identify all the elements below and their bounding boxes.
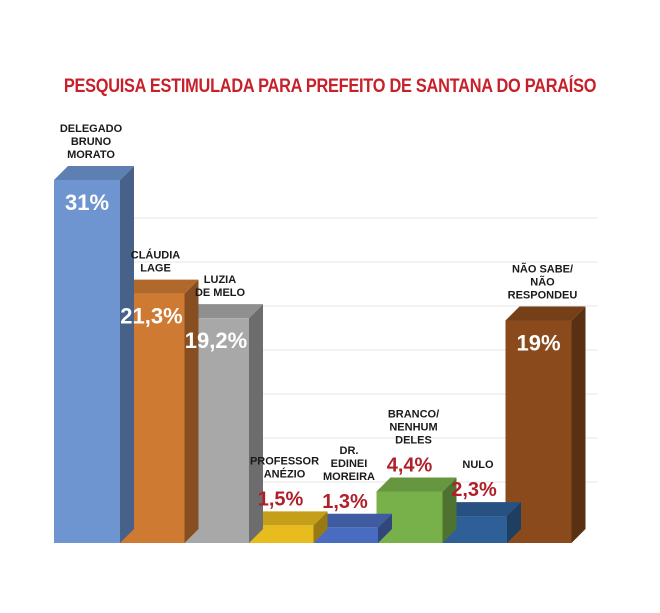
category-label: PROFESSOR ANÉZIO xyxy=(250,455,319,480)
bar-top xyxy=(312,513,392,528)
value-label: 1,3% xyxy=(322,491,368,513)
bar-group xyxy=(376,477,457,543)
bar xyxy=(312,527,378,543)
bar-side xyxy=(120,166,134,543)
bar-group xyxy=(54,166,134,543)
bar-top xyxy=(441,502,521,517)
bar-side xyxy=(313,511,328,543)
bar-side xyxy=(249,304,263,543)
bar-side xyxy=(184,279,199,543)
chart-title: PESQUISA ESTIMULADA PARA PREFEITO DE SAN… xyxy=(63,76,597,97)
bar-top xyxy=(376,477,457,492)
bars xyxy=(54,166,586,543)
category-label: NÃO SABE/NÃO RESPONDEU xyxy=(508,263,578,302)
bar-top xyxy=(118,279,199,294)
bar-group xyxy=(312,513,392,543)
bar xyxy=(247,525,314,543)
category-label: LUZIA DE MELO xyxy=(195,274,246,299)
bar-side xyxy=(378,513,392,543)
category-label: DR. EDINEI MOREIRA xyxy=(323,445,375,483)
value-label: 4,4% xyxy=(387,454,433,476)
value-label: 1,5% xyxy=(258,488,304,510)
bar-side xyxy=(571,306,586,543)
category-label: NULO xyxy=(462,459,494,471)
bar xyxy=(54,180,120,543)
bar-top xyxy=(183,304,263,319)
category-label: CLÁUDIA LAGE xyxy=(131,249,181,275)
value-label: 19,2% xyxy=(185,328,247,353)
labels: 19% NÃO SABE/NÃO RESPONDEU 2,3% NULO 4,4% BRAN… xyxy=(60,123,578,513)
value-label: 31% xyxy=(65,190,109,215)
bar-side xyxy=(442,477,457,543)
bar-top xyxy=(505,306,586,321)
category-label: BRANCO/NENHUM DELES xyxy=(388,408,439,446)
bar-top xyxy=(54,166,134,180)
bar-top xyxy=(247,511,328,526)
bar-side xyxy=(507,502,521,543)
category-label: DELEGADO BRUNO MORATO xyxy=(60,123,123,161)
value-label: 2,3% xyxy=(451,479,497,501)
value-label: 19% xyxy=(516,331,560,356)
value-label: 21,3% xyxy=(120,304,182,329)
bar-group xyxy=(247,511,328,543)
